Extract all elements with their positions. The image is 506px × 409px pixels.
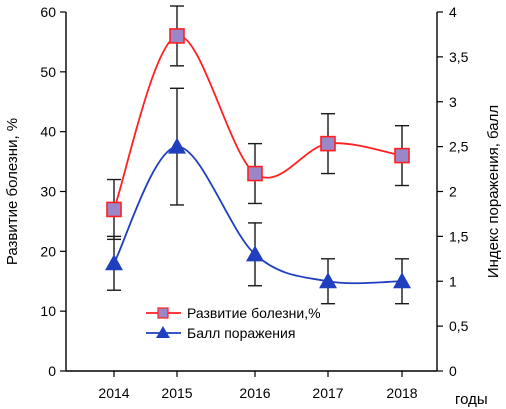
x-tick-label: 2014 [98,385,129,401]
x-tick-label: 2017 [312,385,343,401]
data-point-triangle [246,245,264,262]
y-left-axis-title: Развитие болезни, % [4,118,21,265]
data-point-triangle [319,272,337,289]
y-right-tick-label: 3,5 [449,49,469,65]
data-point-square [169,28,185,44]
legend-label: Балл поражения [187,325,295,341]
series-line-1 [113,145,403,285]
y-right-tick-label: 1 [449,273,457,289]
x-axis-title: годы [455,391,488,408]
y-left-tick-label: 10 [40,303,56,319]
axes: 0 10 20 30 40 50 60 0 0,5 1 1,5 2 2,5 3 3,5 4 2014 2015 20… [4,4,502,408]
y-left-tick-label: 60 [40,4,56,20]
x-tick-label: 2016 [239,385,270,401]
y-left-tick-label: 20 [40,243,56,259]
legend-marker-square [157,307,169,319]
data-point-triangle [393,272,411,289]
y-right-tick-label: 0 [449,363,457,379]
y-left-tick-label: 30 [40,184,56,200]
y-right-tick-label: 2 [449,184,457,200]
data-point-square [394,147,410,164]
data-point-square [247,165,263,182]
legend-marker-triangle [156,326,170,338]
legend-label: Развитие болезни,% [187,305,321,321]
y-left-tick-label: 40 [40,124,56,140]
y-right-tick-label: 1,5 [449,228,469,244]
x-tick-label: 2015 [161,385,192,401]
data-point-square [106,201,122,218]
y-right-tick-label: 4 [449,4,457,20]
y-right-tick-label: 0,5 [449,318,469,334]
y-right-tick-label: 2,5 [449,139,469,155]
data-point-triangle [168,137,186,154]
series-markers [105,28,411,289]
y-right-axis-title: Индекс поражения, балл [485,105,502,278]
series-line-0 [113,35,403,210]
y-left-tick-label: 50 [40,64,56,80]
y-left-tick-label: 0 [48,363,56,379]
data-point-square [320,135,336,152]
y-right-tick-label: 3 [449,94,457,110]
series-lines [113,35,403,285]
legend: Развитие болезни,% Балл поражения [146,305,321,341]
x-tick-label: 2018 [386,385,417,401]
data-point-triangle [105,254,123,271]
